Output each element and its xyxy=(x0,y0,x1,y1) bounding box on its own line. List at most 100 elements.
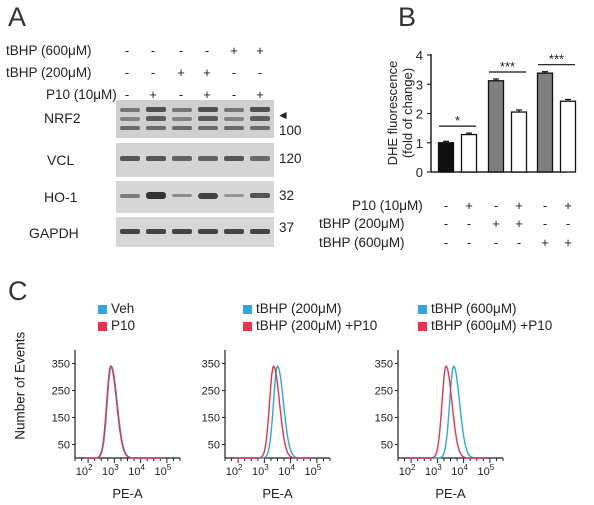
condition-mark: - xyxy=(231,87,237,102)
blot-gapdh xyxy=(116,217,274,247)
histogram-panel: 50 150 250 350 102 103 104 105 PE-A xyxy=(52,350,181,501)
bar-condition-mark: - xyxy=(542,198,548,213)
legend-tbhp600: tBHP (600μM) xyxy=(431,301,517,316)
hist-x-tick-label: 103 xyxy=(102,463,119,478)
bar xyxy=(559,100,577,173)
bar-condition-mark: - xyxy=(443,235,449,250)
nrf2-arrow-icon: ◄ xyxy=(277,108,289,122)
hist-x-tick-label: 102 xyxy=(76,463,93,478)
bar xyxy=(536,72,554,173)
hist-y-tick-label: 350 xyxy=(375,359,393,371)
condition-mark: - xyxy=(257,65,263,80)
legend-tbhp200-p10: tBHP (200μM) +P10 xyxy=(256,318,378,333)
bar-condition-mark: - xyxy=(493,235,499,250)
bar xyxy=(510,111,528,173)
hist-x-tick-label: 105 xyxy=(155,463,172,478)
blot-nrf2 xyxy=(116,100,274,138)
hist-y-tick-label: 250 xyxy=(202,386,220,398)
y-tick-label: 2 xyxy=(416,107,423,122)
hist-x-tick-label: 105 xyxy=(305,463,322,478)
panel-c-letter: C xyxy=(8,276,28,306)
blot-label-ho1: HO-1 xyxy=(44,189,78,205)
blot-ho1 xyxy=(116,181,274,213)
bar-row-label-p10: P10 (10μM) xyxy=(352,198,423,213)
histogram-curve-blue xyxy=(235,365,312,459)
hist-y-tick-label: 250 xyxy=(375,386,393,398)
bar xyxy=(437,142,455,173)
bar-condition-mark: - xyxy=(443,216,449,231)
condition-mark: - xyxy=(204,43,210,58)
hist-y-tick-label: 50 xyxy=(381,440,393,452)
bar-condition-mark: + xyxy=(492,216,500,231)
bar-condition-mark: + xyxy=(515,198,523,213)
condition-mark: - xyxy=(150,65,156,80)
bar-row-label-tbhp200: tBHP (200μM) xyxy=(319,216,405,231)
y-axis-label: (fold of change) xyxy=(400,68,415,158)
hist-y-tick-label: 50 xyxy=(208,440,220,452)
condition-mark: + xyxy=(230,43,238,58)
blot-label-vcl: VCL xyxy=(47,152,75,168)
hist-y-tick-label: 250 xyxy=(52,386,70,398)
bar-condition-mark: - xyxy=(542,216,548,231)
condition-mark: - xyxy=(124,87,130,102)
bar-condition-mark: + xyxy=(465,198,473,213)
panel-b-letter: B xyxy=(398,2,417,32)
hist-x-axis-label: PE-A xyxy=(262,486,293,501)
y-tick-label: 1 xyxy=(416,136,423,151)
condition-mark: - xyxy=(124,43,130,58)
legend-swatch-p10 xyxy=(98,322,107,331)
blot-label-nrf2: NRF2 xyxy=(44,110,81,126)
legend-tbhp600-p10: tBHP (600μM) +P10 xyxy=(431,318,553,333)
hist-y-tick-label: 150 xyxy=(375,413,393,425)
legend-swatch-tbhp200-p10 xyxy=(243,322,252,331)
condition-label-tbhp200: tBHP (200μM) xyxy=(6,65,92,80)
legend-swatch-veh xyxy=(98,305,107,314)
bar xyxy=(487,80,505,173)
y-tick-label: 0 xyxy=(416,165,423,180)
bar-condition-mark: - xyxy=(516,235,522,250)
blot-label-gapdh: GAPDH xyxy=(29,225,79,241)
hist-x-axis-label: PE-A xyxy=(112,486,143,501)
histogram-panel: 50 150 250 350 102 103 104 105 PE-A xyxy=(202,350,331,501)
condition-mark: + xyxy=(203,65,211,80)
hist-x-tick-label: 104 xyxy=(451,463,468,478)
hist-y-tick-label: 150 xyxy=(52,413,70,425)
condition-mark: - xyxy=(178,43,184,58)
condition-mark: + xyxy=(177,65,185,80)
condition-mark: - xyxy=(178,87,184,102)
hist-x-tick-label: 105 xyxy=(478,463,495,478)
legend-tbhp200: tBHP (200μM) xyxy=(256,301,342,316)
mw-marker-120: 120 xyxy=(279,151,302,166)
bar-condition-mark: + xyxy=(564,198,572,213)
condition-mark: + xyxy=(256,43,264,58)
histogram-curve-blue xyxy=(408,365,485,459)
hist-x-tick-label: 104 xyxy=(128,463,145,478)
bar-condition-mark: + xyxy=(515,216,523,231)
y-tick-label: 3 xyxy=(416,77,423,92)
mw-marker-32: 32 xyxy=(279,188,295,203)
histogram-curve-red xyxy=(408,365,485,459)
blot-vcl xyxy=(116,143,274,177)
histogram-curve-red xyxy=(85,365,162,459)
histogram-curve-red xyxy=(235,365,312,459)
condition-mark: - xyxy=(124,65,130,80)
panel-a-letter: A xyxy=(8,2,27,32)
hist-x-tick-label: 102 xyxy=(399,463,416,478)
hist-y-tick-label: 50 xyxy=(58,440,70,452)
condition-mark: - xyxy=(150,43,156,58)
hist-x-tick-label: 102 xyxy=(226,463,243,478)
significance-label: *** xyxy=(500,59,515,74)
significance-label: * xyxy=(455,113,460,128)
mw-marker-100: 100 xyxy=(279,123,302,138)
hist-x-axis-label: PE-A xyxy=(435,486,466,501)
histogram-curve-blue xyxy=(85,365,162,459)
legend-swatch-tbhp200 xyxy=(243,305,252,314)
y-tick-label: 4 xyxy=(416,48,423,63)
hist-x-tick-label: 103 xyxy=(425,463,442,478)
histogram-panel: 50 150 250 350 102 103 104 105 PE-A xyxy=(375,350,504,501)
condition-mark: + xyxy=(256,87,264,102)
hist-y-tick-label: 150 xyxy=(202,413,220,425)
bar-condition-mark: - xyxy=(466,216,472,231)
bar-condition-mark: - xyxy=(443,198,449,213)
